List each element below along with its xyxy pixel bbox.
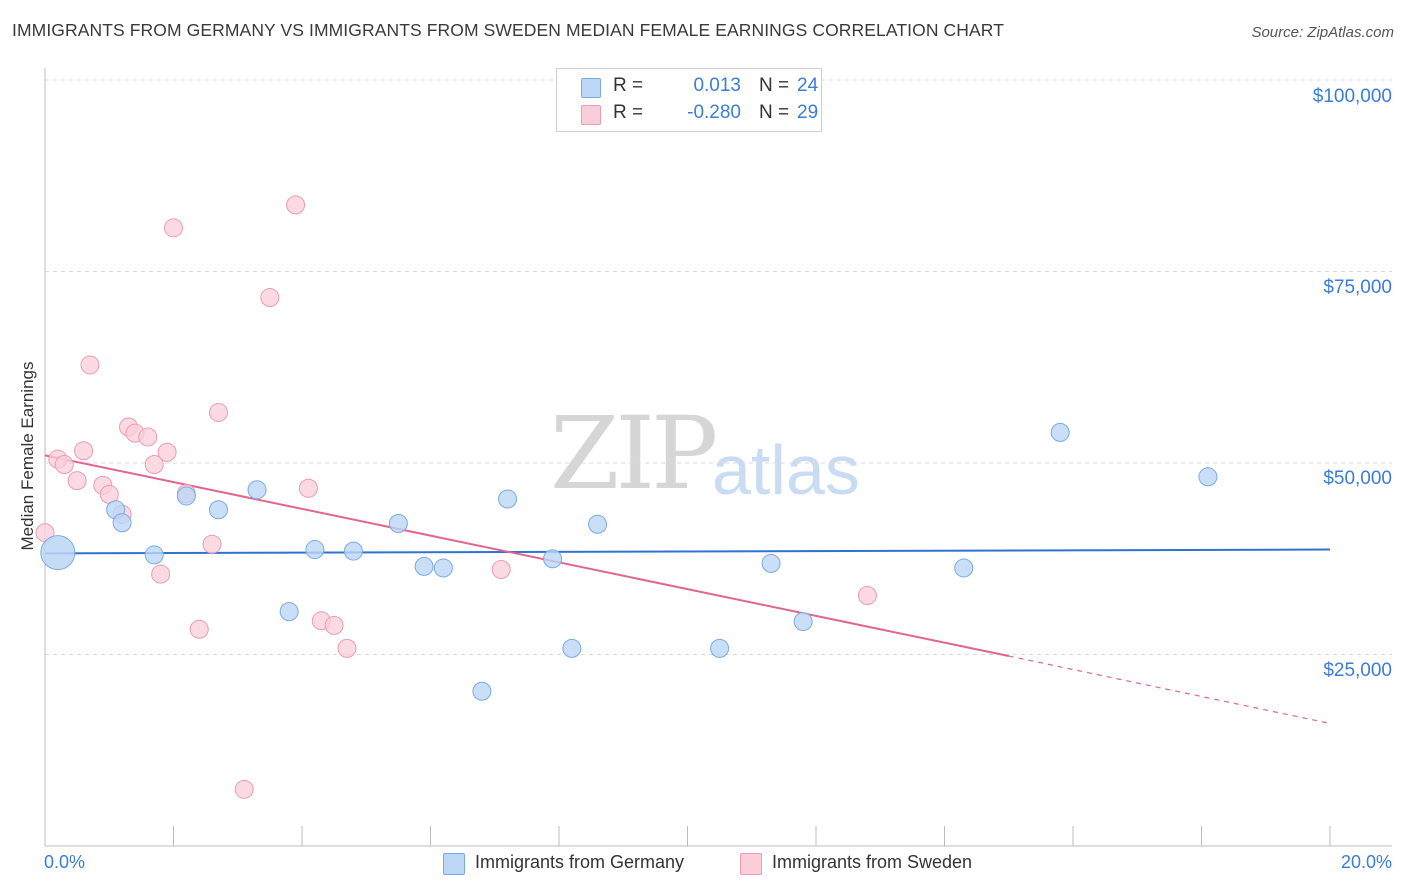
y-tick-label-50000: $50,000 — [1323, 468, 1392, 489]
source-label: Source: ZipAtlas.com — [1251, 24, 1394, 41]
point-sweden — [138, 427, 158, 447]
point-sweden — [80, 355, 100, 375]
point-germany — [710, 638, 730, 658]
bottom-legend-label-sweden: Immigrants from Sweden — [772, 852, 973, 872]
point-germany — [343, 541, 363, 561]
legend-r-value: -0.280 — [687, 102, 741, 123]
x-tick-label-min: 0.0% — [44, 852, 86, 872]
point-germany — [793, 612, 813, 632]
point-sweden — [298, 478, 318, 498]
point-germany — [761, 553, 781, 573]
point-sweden — [286, 195, 306, 215]
point-germany — [562, 638, 582, 658]
point-sweden — [234, 779, 254, 799]
point-sweden — [67, 471, 87, 491]
point-sweden — [164, 218, 183, 238]
bottom-legend-swatch-germany — [443, 853, 465, 875]
legend-r-label: R = — [613, 75, 644, 96]
point-sweden — [260, 288, 280, 308]
trendline-sweden — [44, 454, 1009, 658]
point-sweden — [74, 441, 94, 461]
legend-swatch-germany — [581, 78, 601, 98]
point-germany — [208, 500, 228, 520]
point-germany — [588, 514, 608, 534]
legend-n-label: N = — [759, 102, 790, 123]
legend-n-value: 29 — [797, 102, 819, 123]
y-axis-title: Median Female Earnings — [18, 361, 37, 551]
point-germany — [543, 549, 563, 569]
y-tick-label-100000: $100,000 — [1312, 86, 1392, 107]
point-germany — [279, 602, 299, 622]
point-sweden — [337, 638, 357, 658]
point-germany — [472, 681, 492, 701]
point-sweden — [202, 534, 222, 554]
chart-title: IMMIGRANTS FROM GERMANY VS IMMIGRANTS FR… — [12, 20, 1004, 40]
point-sweden — [54, 455, 74, 475]
point-germany — [247, 480, 267, 500]
watermark-atlas: atlas — [712, 431, 860, 509]
legend-n-value: 24 — [797, 75, 819, 96]
watermark-zip: ZIP — [550, 395, 718, 512]
point-germany — [388, 514, 408, 534]
point-sweden — [144, 455, 164, 475]
point-germany — [176, 486, 196, 506]
point-germany — [1198, 467, 1218, 487]
y-tick-label-25000: $25,000 — [1323, 660, 1392, 681]
point-sweden — [189, 619, 209, 639]
y-tick-label-75000: $75,000 — [1323, 277, 1392, 298]
legend-swatch-sweden — [581, 105, 601, 125]
trendline-sweden-extension — [1008, 655, 1331, 725]
correlation-legend: R = 0.013 N = 24 R = -0.280 N = 29 — [556, 68, 822, 132]
trendline-germany — [44, 548, 1331, 555]
x-tick-label-max: 20.0% — [1340, 852, 1392, 872]
bottom-legend-swatch-sweden — [740, 853, 762, 875]
point-sweden — [324, 615, 344, 635]
point-sweden — [491, 559, 511, 579]
point-germany — [414, 556, 434, 576]
point-germany — [498, 489, 518, 509]
point-germany — [40, 535, 76, 571]
legend-r-value: 0.013 — [693, 75, 741, 96]
point-sweden — [151, 564, 171, 584]
legend-r-label: R = — [613, 102, 644, 123]
bottom-legend-label-germany: Immigrants from Germany — [475, 852, 685, 872]
point-germany — [433, 558, 453, 578]
point-germany — [1050, 422, 1070, 442]
point-germany — [305, 540, 325, 560]
legend-n-label: N = — [759, 75, 790, 96]
point-germany — [144, 545, 164, 565]
point-sweden — [157, 442, 177, 462]
point-germany — [954, 558, 974, 578]
point-germany — [112, 513, 132, 533]
point-sweden — [857, 586, 877, 606]
point-sweden — [208, 402, 228, 422]
